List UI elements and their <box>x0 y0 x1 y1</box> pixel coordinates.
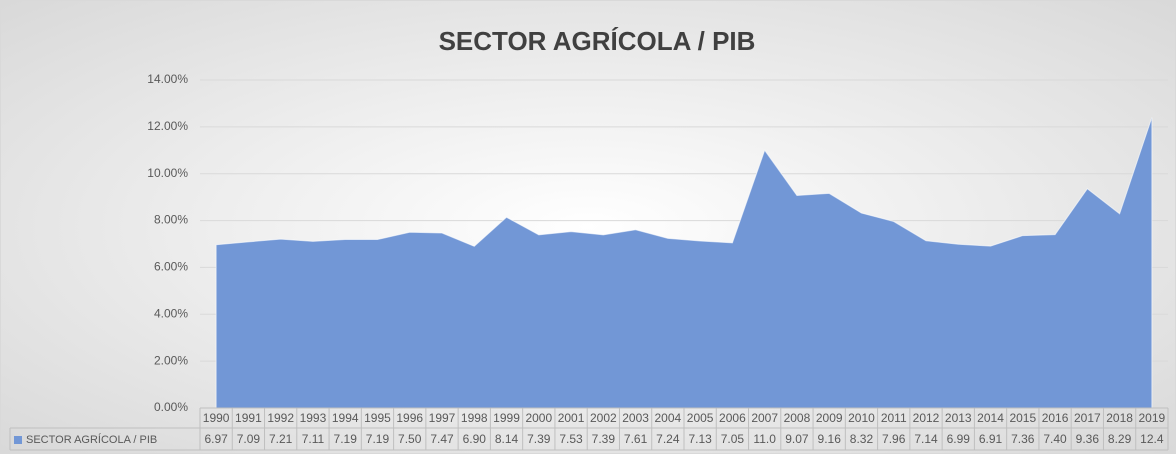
legend-key <box>14 436 22 444</box>
data-label: 9.16 <box>818 432 842 446</box>
data-label: 6.90 <box>463 432 487 446</box>
x-tick-label: 2004 <box>655 411 682 425</box>
x-tick-label: 2011 <box>881 411 907 425</box>
x-tick-label: 2003 <box>622 411 649 425</box>
x-tick-label: 2019 <box>1139 411 1166 425</box>
y-tick-label: 4.00% <box>154 306 188 320</box>
data-label: 7.36 <box>1011 432 1035 446</box>
x-tick-label: 1994 <box>332 411 359 425</box>
x-tick-label: 2012 <box>913 411 940 425</box>
data-label: 8.32 <box>850 432 874 446</box>
x-tick-label: 2006 <box>719 411 746 425</box>
x-tick-label: 2018 <box>1106 411 1133 425</box>
legend-label: SECTOR AGRÍCOLA / PIB <box>26 433 157 446</box>
area <box>215 117 1153 409</box>
data-label: 7.13 <box>688 432 712 446</box>
data-label: 6.91 <box>979 432 1003 446</box>
x-tick-label: 1993 <box>300 411 327 425</box>
x-tick-label: 1997 <box>429 411 456 425</box>
x-tick-label: 2007 <box>751 411 778 425</box>
data-label: 7.11 <box>302 432 325 446</box>
data-label: 9.07 <box>785 432 809 446</box>
x-tick-label: 2001 <box>558 411 585 425</box>
data-label: 7.47 <box>430 432 454 446</box>
data-label: 8.29 <box>1108 432 1132 446</box>
x-tick-label: 2005 <box>687 411 714 425</box>
chart-title: SECTOR AGRÍCOLA / PIB <box>439 26 756 56</box>
data-label: 12.4 <box>1140 432 1164 446</box>
data-label: 7.39 <box>527 432 551 446</box>
data-label: 7.24 <box>656 432 680 446</box>
data-label: 6.99 <box>947 432 971 446</box>
x-tick-label: 1992 <box>267 411 294 425</box>
data-label: 6.97 <box>204 432 228 446</box>
data-label: 7.50 <box>398 432 422 446</box>
y-tick-label: 14.00% <box>147 72 188 86</box>
y-tick-label: 0.00% <box>154 400 188 414</box>
data-label: 11.0 <box>753 432 776 446</box>
x-tick-label: 2016 <box>1042 411 1069 425</box>
x-tick-label: 2002 <box>590 411 617 425</box>
y-tick-label: 2.00% <box>154 353 188 367</box>
data-label: 7.05 <box>721 432 745 446</box>
x-tick-label: 2013 <box>945 411 972 425</box>
data-label: 9.36 <box>1076 432 1100 446</box>
data-label: 7.53 <box>559 432 583 446</box>
data-label: 7.61 <box>624 432 648 446</box>
x-tick-label: 1990 <box>203 411 230 425</box>
y-tick-label: 10.00% <box>147 166 188 180</box>
data-label: 7.19 <box>366 432 390 446</box>
x-tick-label: 1998 <box>461 411 488 425</box>
data-label: 7.09 <box>237 432 261 446</box>
data-label: 7.21 <box>269 432 293 446</box>
data-label: 7.14 <box>914 432 938 446</box>
x-tick-label: 1999 <box>493 411 520 425</box>
x-tick-label: 2015 <box>1009 411 1036 425</box>
data-label: 7.96 <box>882 432 906 446</box>
x-tick-label: 2014 <box>977 411 1004 425</box>
x-tick-label: 2000 <box>525 411 552 425</box>
data-label: 8.14 <box>495 432 519 446</box>
y-tick-label: 6.00% <box>154 260 188 274</box>
x-tick-label: 1991 <box>235 411 262 425</box>
x-tick-label: 2010 <box>848 411 875 425</box>
data-label: 7.19 <box>334 432 358 446</box>
x-tick-label: 1996 <box>396 411 423 425</box>
x-tick-label: 2008 <box>784 411 811 425</box>
x-tick-label: 2009 <box>816 411 843 425</box>
y-tick-label: 12.00% <box>147 119 188 133</box>
x-tick-label: 2017 <box>1074 411 1101 425</box>
x-tick-label: 1995 <box>364 411 391 425</box>
data-label: 7.39 <box>592 432 616 446</box>
data-label: 7.40 <box>1043 432 1067 446</box>
y-tick-label: 8.00% <box>154 213 188 227</box>
